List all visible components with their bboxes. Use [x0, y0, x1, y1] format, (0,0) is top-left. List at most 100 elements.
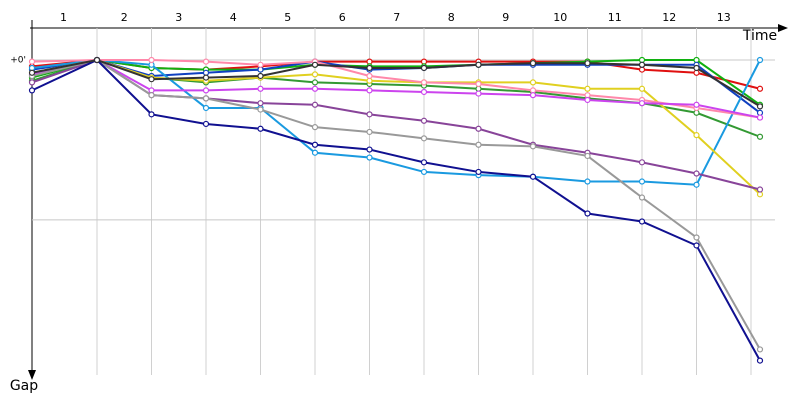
x-tick-label: 8	[448, 11, 455, 24]
series-line	[31, 58, 761, 350]
point	[475, 168, 482, 176]
x-axis-arrow	[778, 24, 788, 32]
point	[638, 85, 646, 92]
point	[693, 181, 700, 188]
point	[311, 149, 319, 156]
point	[584, 210, 591, 217]
point	[638, 159, 646, 166]
series-line	[31, 58, 761, 119]
point	[693, 101, 700, 108]
point	[311, 101, 319, 108]
point	[93, 56, 101, 64]
x-tick-label: 11	[608, 11, 622, 24]
point	[693, 234, 700, 241]
x-tick-label: 12	[662, 11, 676, 24]
point	[311, 85, 319, 92]
point	[366, 111, 373, 118]
point	[202, 58, 210, 65]
point	[756, 186, 764, 193]
point	[475, 61, 482, 68]
x-tick-label: 2	[121, 11, 128, 24]
point	[529, 79, 537, 86]
series-line	[31, 58, 761, 362]
point	[638, 194, 646, 201]
series-line	[31, 58, 761, 138]
point	[638, 218, 646, 225]
x-tick-label: 4	[230, 11, 237, 24]
x-tick-label: 3	[175, 11, 182, 24]
point	[638, 178, 646, 185]
point	[257, 106, 264, 113]
point	[420, 168, 428, 176]
point	[584, 178, 591, 185]
point	[28, 58, 36, 65]
x-tick-label: 6	[339, 11, 346, 24]
point	[756, 133, 764, 140]
point	[311, 61, 319, 68]
point	[257, 72, 264, 80]
point	[584, 96, 591, 104]
point	[148, 76, 155, 83]
point	[148, 56, 155, 64]
point	[257, 85, 264, 92]
x-tick-label: 10	[553, 11, 567, 24]
point	[420, 159, 428, 166]
point	[148, 92, 155, 99]
point	[693, 170, 700, 177]
point	[529, 143, 537, 150]
x-tick-label: 5	[284, 11, 291, 24]
point	[529, 60, 537, 67]
point	[202, 87, 210, 94]
point	[420, 64, 428, 72]
point	[311, 79, 319, 86]
point	[475, 80, 482, 88]
y-axis-arrow	[28, 370, 36, 380]
point	[366, 146, 373, 153]
point	[202, 95, 210, 102]
point	[475, 125, 482, 132]
series-line	[31, 58, 761, 106]
point	[584, 152, 591, 160]
point	[366, 72, 373, 80]
point	[420, 79, 428, 86]
point	[756, 357, 764, 364]
y-tick-label: +0'	[10, 56, 26, 66]
point	[257, 100, 264, 107]
x-axis-label: Time	[742, 28, 777, 44]
point	[756, 103, 764, 110]
point	[420, 117, 428, 124]
point	[584, 85, 591, 92]
point	[584, 60, 591, 67]
point	[475, 90, 482, 97]
point	[202, 104, 210, 112]
point	[311, 141, 319, 148]
point	[311, 124, 319, 131]
point	[475, 141, 482, 148]
point	[756, 114, 764, 121]
point	[257, 125, 264, 132]
point	[366, 64, 373, 72]
point	[693, 64, 700, 72]
point	[756, 346, 764, 353]
point	[366, 154, 373, 161]
series-line	[31, 58, 761, 108]
x-tick-label: 9	[502, 11, 509, 24]
point	[148, 111, 155, 118]
x-tick-label: 13	[717, 11, 731, 24]
point	[693, 242, 700, 249]
point	[202, 74, 210, 81]
point	[529, 173, 537, 180]
series-line	[31, 58, 761, 186]
point	[311, 71, 319, 78]
point	[693, 132, 700, 139]
point	[529, 92, 537, 99]
y-axis-label: Gap	[10, 378, 38, 394]
point	[202, 120, 210, 128]
point	[366, 128, 373, 136]
point	[420, 135, 428, 142]
x-tick-label: 7	[393, 11, 400, 24]
point	[638, 61, 646, 68]
series-line	[31, 58, 761, 196]
point	[28, 69, 36, 76]
